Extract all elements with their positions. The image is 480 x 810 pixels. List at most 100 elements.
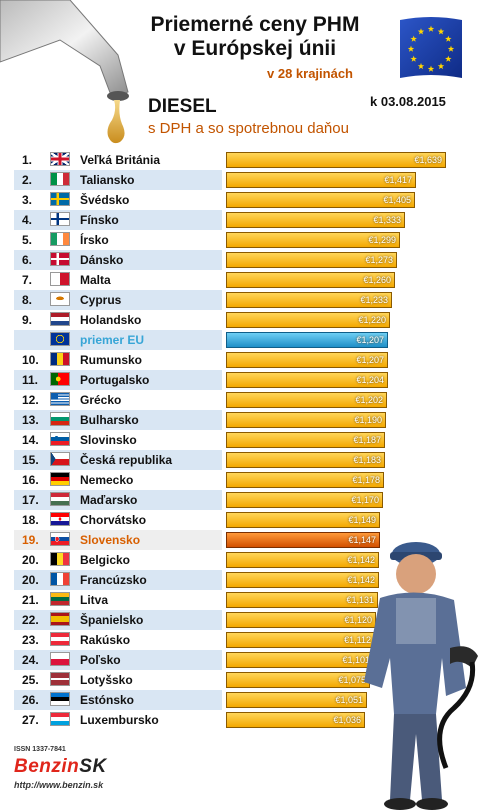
- rank-label: 23.: [22, 633, 39, 647]
- flag-lv-icon: [50, 672, 70, 686]
- eu-star-icon: [447, 45, 455, 52]
- benzinsk-logo: BenzinSK: [14, 756, 107, 778]
- chart-title-line2: v Európskej únii: [173, 37, 337, 60]
- bar-cy: €1,233: [226, 292, 392, 308]
- flag-gr-icon: [50, 392, 70, 406]
- table-row: 20. Francúzsko: [14, 570, 222, 590]
- country-name: Veľká Británia: [80, 153, 160, 167]
- table-row: 10. Rumunsko: [14, 350, 222, 370]
- flag-de-icon: [50, 472, 70, 486]
- rank-label: 3.: [22, 193, 33, 207]
- bar-de: €1,178: [226, 472, 384, 488]
- bar-value-label: €1,142: [347, 575, 375, 585]
- table-row: 11. Portugalsko: [14, 370, 222, 390]
- country-name: Poľsko: [80, 653, 121, 667]
- flag-be-icon: [50, 552, 70, 566]
- rank-label: 19.: [22, 533, 39, 547]
- rank-label: 2.: [22, 173, 33, 187]
- flag-se-icon: [50, 192, 70, 206]
- rank-label: 16.: [22, 473, 39, 487]
- bar-value-label: €1,207: [356, 355, 384, 365]
- country-name: Holandsko: [80, 313, 142, 327]
- bar-value-label: €1,417: [384, 175, 412, 185]
- table-row: 20. Belgicko: [14, 550, 222, 570]
- table-row: 23. Rakúsko: [14, 630, 222, 650]
- bar-value-label: €1,187: [353, 435, 381, 445]
- country-name: Taliansko: [80, 173, 135, 187]
- eu-star-icon: [417, 28, 425, 35]
- bar-value-label: €1,207: [356, 335, 384, 345]
- bar-dk: €1,273: [226, 252, 397, 268]
- rank-label: 1.: [22, 153, 33, 167]
- rank-label: 14.: [22, 433, 39, 447]
- country-name: Litva: [80, 593, 109, 607]
- table-row: 5. Írsko: [14, 230, 222, 250]
- country-name: Malta: [80, 273, 111, 287]
- bar-value-label: €1,178: [352, 475, 380, 485]
- flag-eu-icon: [50, 332, 70, 346]
- gas-attendant-illustration: [364, 542, 478, 810]
- flag-fi-icon: [50, 212, 70, 226]
- bar-value-label: €1,051: [335, 695, 363, 705]
- country-name: Bulharsko: [80, 413, 139, 427]
- bar-be: €1,142: [226, 552, 379, 568]
- flag-nl-icon: [50, 312, 70, 326]
- table-row: 21. Litva: [14, 590, 222, 610]
- rank-label: 7.: [22, 273, 33, 287]
- bar-value-label: €1,147: [348, 535, 376, 545]
- bar-hu: €1,170: [226, 492, 383, 508]
- flag-si-icon: [50, 432, 70, 446]
- rank-label: 9.: [22, 313, 33, 327]
- eu-star-icon: [427, 65, 435, 72]
- country-name: Portugalsko: [80, 373, 150, 387]
- eu-star-icon: [417, 62, 425, 70]
- bar-it: €1,417: [226, 172, 416, 188]
- bar-value-label: €1,101: [342, 655, 370, 665]
- bar-value-label: €1,273: [365, 255, 393, 265]
- bar-value-label: €1,204: [356, 375, 384, 385]
- country-name: Írsko: [80, 233, 109, 247]
- flag-lt-icon: [50, 592, 70, 606]
- table-row: priemer EU: [14, 330, 222, 350]
- eu-star-icon: [427, 25, 435, 32]
- flag-ee-icon: [50, 692, 70, 706]
- rank-label: 5.: [22, 233, 33, 247]
- bar-value-label: €1,075: [338, 675, 366, 685]
- country-name: Slovensko: [80, 533, 141, 547]
- flag-ie-icon: [50, 232, 70, 246]
- country-name: Luxembursko: [80, 713, 159, 727]
- logo-part1: Benzin: [14, 756, 80, 777]
- table-row: 19. Slovensko: [14, 530, 222, 550]
- bar-pt: €1,204: [226, 372, 388, 388]
- flag-mt-icon: [50, 272, 70, 286]
- eu-star-icon: [445, 35, 452, 42]
- bar-si: €1,187: [226, 432, 385, 448]
- bar-es: €1,120: [226, 612, 376, 628]
- bar-value-label: €1,202: [355, 395, 383, 405]
- country-name: Chorvátsko: [80, 513, 147, 527]
- country-name: Grécko: [80, 393, 122, 407]
- bar-value-label: €1,131: [346, 595, 374, 605]
- bar-ee: €1,051: [226, 692, 367, 708]
- eu-star-icon: [445, 55, 452, 62]
- bar-value-label: €1,260: [363, 275, 391, 285]
- country-name: Maďarsko: [80, 493, 138, 507]
- bar-value-label: €1,299: [368, 235, 396, 245]
- bar-bg: €1,190: [226, 412, 386, 428]
- bar-sk: €1,147: [226, 532, 380, 548]
- table-row: 24. Poľsko: [14, 650, 222, 670]
- bar-value-label: €1,333: [373, 215, 401, 225]
- report-date: k 03.08.2015: [370, 94, 446, 109]
- bar-value-label: €1,220: [358, 315, 386, 325]
- country-name: Estónsko: [80, 693, 135, 707]
- country-name: Cyprus: [80, 293, 122, 307]
- flag-hr-icon: [50, 512, 70, 526]
- flag-gb-icon: [50, 152, 70, 166]
- table-row: 7. Malta: [14, 270, 222, 290]
- rank-label: 4.: [22, 213, 33, 227]
- country-name: Dánsko: [80, 253, 124, 267]
- fuel-type: DIESEL: [148, 96, 217, 117]
- rank-label: 8.: [22, 293, 33, 307]
- eu-star-icon: [410, 55, 417, 62]
- country-name: Španielsko: [80, 613, 144, 627]
